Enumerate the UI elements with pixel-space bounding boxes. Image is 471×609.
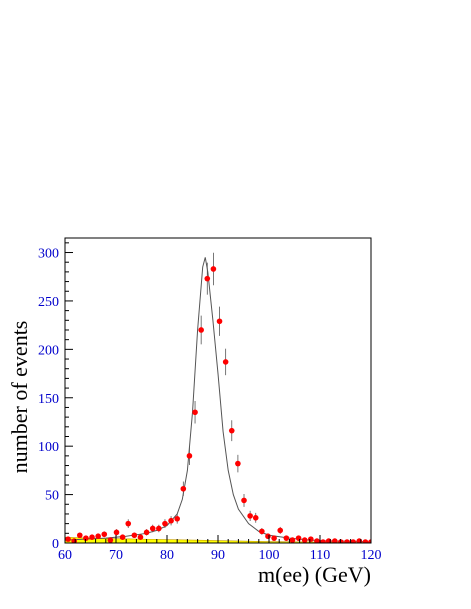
data-point [295,535,302,541]
x-axis-title: m(ee) (GeV) [258,562,371,587]
data-point [156,525,162,532]
data-point [186,453,193,459]
x-tick-label: 80 [160,548,174,563]
data-point [65,536,71,542]
data-point [168,517,174,524]
y-tick-label: 300 [38,247,59,262]
data-point [308,536,314,542]
data-point [331,538,338,543]
data-point [216,318,223,325]
y-tick-label: 50 [45,489,59,504]
data-point [149,525,156,532]
data-point [210,266,217,272]
data-point [344,539,350,543]
fit-curve-group [65,257,371,543]
data-point [338,539,344,543]
data-point [362,539,369,543]
data-point [277,527,284,534]
y-axis-ticks: 0 50 100 150 200 250 300 [38,242,73,552]
data-point [222,359,229,365]
x-tick-label: 60 [58,548,72,563]
data-point [241,497,247,504]
data-point [320,539,326,543]
y-tick-label: 200 [38,343,59,358]
data-point [235,460,241,467]
data-point [113,529,120,536]
data-point [350,539,356,543]
data-point [119,534,126,540]
data-point [107,537,114,543]
data-point [101,531,108,538]
y-axis-title: number of events [7,321,32,474]
y-tick-label: 0 [52,537,59,552]
data-point [174,515,180,522]
data-point [198,327,204,333]
data-point [83,535,89,541]
data-point [259,528,265,535]
data-point [314,538,320,543]
data-point [247,513,253,519]
data-point [265,533,271,540]
data-point [301,537,308,543]
y-tick-label: 100 [38,440,59,455]
data-point [162,520,168,527]
data-point [95,533,101,540]
data-point [137,534,144,540]
x-tick-label: 110 [310,548,330,563]
x-axis-ticks: 60 70 80 90 100 110 120 [58,535,382,563]
x-tick-label: 120 [361,548,382,563]
x-tick-label: 90 [211,548,225,563]
y-tick-label: 150 [38,392,59,407]
data-point [89,534,95,540]
x-tick-label: 100 [259,548,280,563]
data-point [76,532,83,539]
data-point [271,535,277,541]
y-tick-label: 250 [38,295,59,310]
data-points-group [65,252,371,543]
data-point [131,532,138,539]
data-point [192,409,198,416]
data-point [228,427,235,434]
data-point [368,539,371,543]
data-point [289,537,296,543]
data-point [204,275,211,282]
data-point [283,535,290,541]
x-tick-label: 70 [109,548,123,563]
fit-curve [65,257,371,543]
data-point [143,529,150,536]
data-point [252,515,259,521]
data-point [125,520,132,527]
plot-frame [64,237,372,544]
data-point [180,485,187,492]
